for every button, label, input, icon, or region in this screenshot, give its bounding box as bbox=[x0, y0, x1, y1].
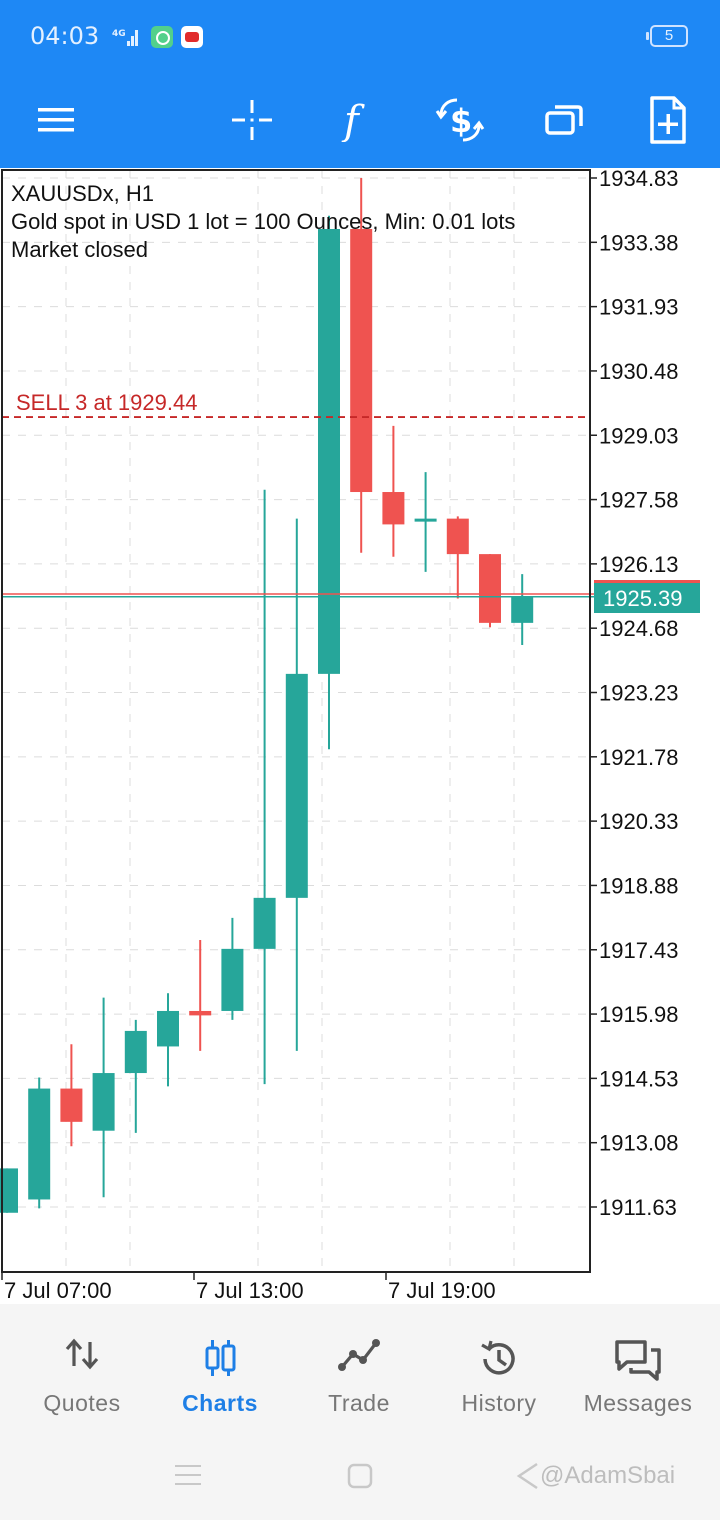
market-status: Market closed bbox=[11, 237, 148, 262]
nav-label-history: History bbox=[461, 1390, 537, 1416]
nav-messages[interactable]: Messages bbox=[566, 1304, 710, 1432]
y-tick-label: 1920.33 bbox=[599, 809, 679, 834]
y-tick-label: 1927.58 bbox=[599, 488, 679, 513]
y-tick-label: 1921.78 bbox=[599, 745, 679, 770]
bottom-navigation: Quotes Charts Trade History bbox=[0, 1304, 720, 1432]
y-tick-label: 1911.63 bbox=[599, 1195, 677, 1220]
candle bbox=[382, 425, 405, 557]
quotes-icon bbox=[65, 1338, 99, 1370]
candle bbox=[318, 215, 340, 750]
crosshair-button[interactable] bbox=[212, 72, 292, 168]
nav-label-trade: Trade bbox=[328, 1390, 390, 1416]
windows-button[interactable] bbox=[524, 72, 604, 168]
candlestick-chart[interactable]: 1934.83 1933.38 1931.93 1930.48 1929.03 1927.… bbox=[0, 168, 720, 1304]
candle bbox=[60, 1044, 83, 1147]
chart-info: XAUUSDx, H1 Gold spot in USD 1 lot = 100… bbox=[11, 180, 515, 264]
current-price-value: 1925.39 bbox=[603, 586, 683, 611]
y-tick-label: 1918.88 bbox=[599, 873, 679, 898]
y-tick-label: 1913.08 bbox=[599, 1131, 679, 1156]
candle bbox=[350, 178, 373, 553]
crosshair-icon bbox=[232, 100, 272, 140]
system-navigation-bar: @AdamSbai bbox=[0, 1432, 720, 1520]
trade-line-icon bbox=[338, 1339, 380, 1371]
y-tick-label: 1914.53 bbox=[599, 1066, 679, 1091]
y-tick-label: 1917.43 bbox=[599, 938, 679, 963]
candle bbox=[189, 939, 212, 1051]
candle bbox=[157, 993, 179, 1087]
recent-apps-icon[interactable] bbox=[174, 1462, 202, 1488]
y-tick-label: 1915.98 bbox=[599, 1002, 679, 1027]
candle bbox=[28, 1077, 51, 1209]
symbol-description: Gold spot in USD 1 lot = 100 Ounces, Min… bbox=[11, 209, 516, 234]
windows-icon bbox=[545, 105, 583, 135]
nav-trade[interactable]: Trade bbox=[287, 1304, 431, 1432]
menu-button[interactable] bbox=[16, 72, 96, 168]
y-tick-label: 1924.68 bbox=[599, 616, 679, 641]
x-tick-label: 7 Jul 07:00 bbox=[4, 1278, 112, 1303]
status-time: 04:03 bbox=[30, 22, 100, 50]
youtube-notification-icon bbox=[181, 26, 203, 48]
candle bbox=[446, 516, 469, 599]
nav-charts[interactable]: Charts bbox=[148, 1304, 292, 1432]
trade-icon: $ bbox=[435, 98, 485, 142]
y-tick-label: 1930.48 bbox=[599, 359, 679, 384]
menu-icon bbox=[38, 108, 74, 132]
current-price-tag: 1925.39 bbox=[594, 580, 700, 613]
sell-order-label: SELL 3 at 1929.44 bbox=[16, 390, 197, 415]
chart-area[interactable]: 1934.83 1933.38 1931.93 1930.48 1929.03 1927.… bbox=[0, 168, 720, 1304]
nav-label-charts: Charts bbox=[182, 1390, 258, 1416]
y-tick-label: 1929.03 bbox=[599, 423, 679, 448]
signal-icon: 4G bbox=[112, 29, 138, 46]
y-tick-label: 1931.93 bbox=[599, 295, 679, 320]
x-tick-label: 7 Jul 13:00 bbox=[196, 1278, 304, 1303]
watermark-text: @AdamSbai bbox=[540, 1462, 676, 1489]
trade-button[interactable]: $ bbox=[420, 72, 500, 168]
new-order-icon bbox=[650, 96, 686, 144]
candle bbox=[511, 574, 534, 646]
history-icon bbox=[481, 1340, 515, 1375]
candle bbox=[285, 518, 308, 1051]
candle bbox=[221, 917, 244, 1020]
candle bbox=[124, 1019, 147, 1133]
indicators-icon: f bbox=[341, 98, 365, 142]
y-tick-label: 1926.13 bbox=[599, 552, 679, 577]
svg-text:f: f bbox=[341, 98, 365, 142]
indicators-button[interactable]: f bbox=[316, 72, 396, 168]
messages-icon bbox=[615, 1340, 661, 1381]
candle bbox=[253, 489, 276, 1085]
candle bbox=[92, 997, 115, 1198]
app-notification-icon bbox=[151, 26, 173, 48]
status-bar: 04:03 4G 5 bbox=[0, 0, 720, 72]
nav-history[interactable]: History bbox=[427, 1304, 571, 1432]
x-tick-label: 7 Jul 19:00 bbox=[388, 1278, 496, 1303]
symbol-timeframe: XAUUSDx, H1 bbox=[11, 181, 155, 206]
svg-text:$: $ bbox=[450, 102, 472, 140]
chart-toolbar: f $ bbox=[0, 72, 720, 168]
back-icon[interactable] bbox=[515, 1462, 541, 1490]
home-icon[interactable] bbox=[347, 1463, 373, 1489]
y-tick-label: 1933.38 bbox=[599, 230, 679, 255]
chart-frame bbox=[1, 169, 591, 1273]
new-order-button[interactable] bbox=[628, 72, 708, 168]
candle bbox=[414, 472, 437, 572]
y-tick-label: 1934.83 bbox=[599, 168, 679, 191]
network-type: 4G bbox=[112, 29, 126, 39]
nav-quotes[interactable]: Quotes bbox=[10, 1304, 154, 1432]
candle bbox=[0, 1168, 18, 1213]
nav-label-quotes: Quotes bbox=[43, 1390, 121, 1416]
nav-label-messages: Messages bbox=[583, 1390, 693, 1416]
charts-icon bbox=[205, 1340, 236, 1376]
candle bbox=[479, 554, 501, 628]
y-tick-label: 1923.23 bbox=[599, 681, 679, 706]
battery-icon: 5 bbox=[646, 25, 688, 47]
